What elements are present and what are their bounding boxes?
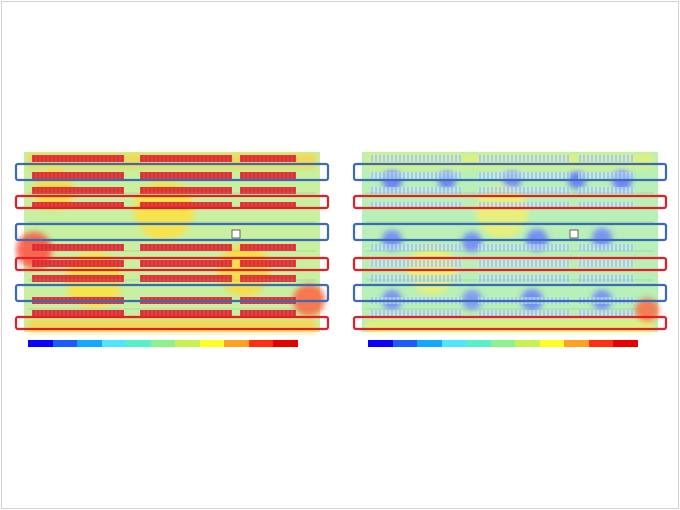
- seat-strip: [578, 187, 634, 194]
- highlight-box-blue: [352, 283, 668, 303]
- highlight-box-red: [352, 315, 668, 331]
- color-legend-right: [368, 340, 639, 358]
- highlight-box-red: [352, 194, 668, 210]
- legend-swatch: [101, 340, 127, 347]
- heat-band: [366, 320, 654, 332]
- legend-swatch: [175, 340, 200, 347]
- heatmap-right: [352, 152, 668, 332]
- highlight-box-blue: [14, 162, 330, 182]
- legend-swatch: [417, 340, 442, 347]
- heatmap-panel-right: [352, 150, 668, 336]
- marker-square: [569, 229, 579, 239]
- seat-strip: [240, 172, 296, 179]
- seat-strip: [240, 244, 296, 251]
- seat-strip: [578, 202, 634, 209]
- seat-strip: [240, 260, 296, 267]
- legend-swatch: [199, 340, 225, 347]
- legend-swatch: [564, 340, 589, 347]
- highlight-box-blue: [14, 283, 330, 303]
- legend-swatch: [613, 340, 639, 347]
- legend-swatch: [150, 340, 176, 347]
- highlight-box-blue: [352, 162, 668, 182]
- seat-strip: [240, 155, 296, 162]
- seat-strip: [578, 310, 634, 317]
- heatmap-left: [14, 152, 330, 332]
- legend-swatch: [588, 340, 614, 347]
- highlight-box-red: [14, 256, 330, 272]
- legend-swatch: [441, 340, 467, 347]
- heat-band: [28, 320, 316, 332]
- legend-swatch: [392, 340, 418, 347]
- legend-swatch: [52, 340, 78, 347]
- color-legend-left: [28, 340, 299, 358]
- highlight-box-blue: [352, 222, 668, 242]
- seat-strip: [578, 244, 634, 251]
- legend-swatch: [248, 340, 274, 347]
- heat-blob: [592, 228, 612, 248]
- legend-swatch: [368, 340, 393, 347]
- highlight-box-red: [352, 256, 668, 272]
- legend-swatch: [224, 340, 249, 347]
- seat-strip: [240, 187, 296, 194]
- highlight-box-red: [14, 315, 330, 331]
- legend-colorbar: [368, 340, 639, 347]
- legend-colorbar: [28, 340, 299, 347]
- legend-swatch: [77, 340, 102, 347]
- seat-strip: [578, 172, 634, 179]
- legend-swatch: [126, 340, 151, 347]
- legend-swatch: [515, 340, 540, 347]
- highlight-box-red: [14, 194, 330, 210]
- legend-swatch: [28, 340, 53, 347]
- seat-strip: [578, 260, 634, 267]
- marker-square: [231, 229, 241, 239]
- seat-strip: [240, 202, 296, 209]
- legend-swatch: [273, 340, 299, 347]
- legend-swatch: [539, 340, 565, 347]
- seat-strip: [578, 275, 634, 282]
- legend-swatch: [466, 340, 491, 347]
- seat-strip: [240, 275, 296, 282]
- heat-blob: [462, 232, 482, 252]
- heatmap-panel-left: [14, 150, 330, 336]
- highlight-box-blue: [14, 222, 330, 242]
- seat-strip: [240, 310, 296, 317]
- seat-strip: [578, 155, 634, 162]
- legend-swatch: [490, 340, 516, 347]
